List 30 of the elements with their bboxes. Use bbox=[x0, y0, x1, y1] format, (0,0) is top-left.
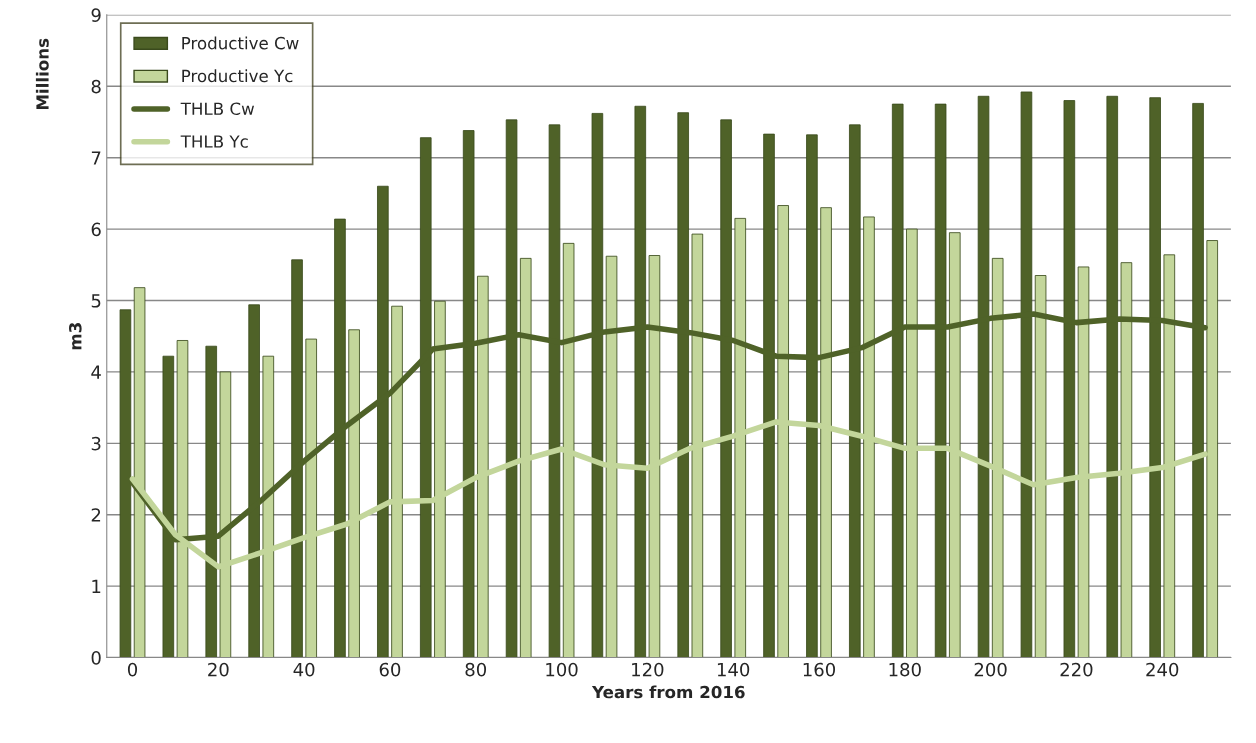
x-tick-label: 20 bbox=[208, 662, 229, 677]
x-tick-label: 180 bbox=[889, 662, 921, 677]
text: Millions bbox=[35, 38, 49, 110]
x-tick-label: 140 bbox=[717, 662, 750, 677]
x-tick-label: 120 bbox=[632, 662, 664, 677]
x-tick-label: 60 bbox=[379, 662, 401, 677]
x-tick-label: 160 bbox=[803, 662, 836, 677]
y-tick-label: 8 bbox=[91, 79, 101, 94]
y-tick-label: 5 bbox=[91, 294, 101, 308]
x-tick-label: 80 bbox=[465, 662, 487, 677]
legend-label: THLB Yc bbox=[180, 135, 248, 148]
legend-label: Productive Yc bbox=[182, 69, 293, 83]
y-tick-label: 4 bbox=[91, 365, 101, 379]
y-tick-label: 1 bbox=[92, 579, 101, 593]
y-tick-label: 2 bbox=[91, 508, 101, 522]
x-tick-label: 220 bbox=[1060, 662, 1093, 677]
x-axis-title: Years from 2016 bbox=[591, 685, 745, 699]
x-tick-label: 40 bbox=[293, 662, 315, 677]
y-tick-label: 3 bbox=[91, 436, 101, 451]
legend-label: THLB Cw bbox=[180, 102, 255, 116]
y-tick-label: 6 bbox=[91, 222, 101, 237]
x-tick-label: 0 bbox=[127, 662, 138, 677]
x-tick-label: 240 bbox=[1146, 662, 1179, 677]
x-tick-label: 200 bbox=[974, 662, 1007, 677]
y-axis-title: m3 bbox=[69, 323, 82, 350]
y-tick-label: 9 bbox=[91, 8, 101, 22]
legend-label: Productive Cw bbox=[182, 36, 299, 50]
y-tick-label: 7 bbox=[91, 151, 101, 165]
y-tick-label: 0 bbox=[91, 651, 101, 665]
x-tick-label: 100 bbox=[546, 662, 578, 677]
